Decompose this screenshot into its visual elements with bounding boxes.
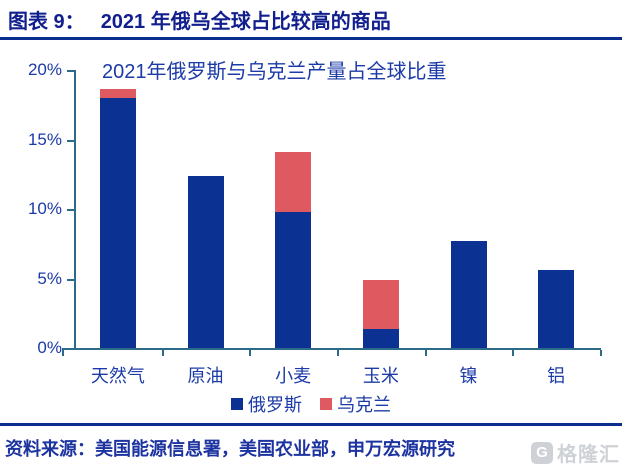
bar-segment-俄罗斯-原油 [187,175,224,348]
x-axis-tick [161,350,164,356]
header-divider [0,37,622,40]
x-axis-tick [512,350,515,356]
x-category-label: 铝 [547,366,566,386]
footer-divider [0,423,622,426]
figure-header: 图表 9： 2021 年俄乌全球占比较高的商品 [8,5,391,34]
y-axis-tick [67,70,74,72]
x-axis-tick [337,350,339,356]
bar-chart: 2021年俄罗斯与乌克兰产量占全球比重 0% 5% 10% 15% 20% 天然气 原油 小麦… [0,60,622,417]
y-axis-line [74,70,76,350]
bar-segment-俄罗斯-天然气 [99,97,136,348]
legend-swatch-icon [231,398,243,410]
x-axis-line [62,348,601,350]
y-tick-label: 10% [27,199,62,218]
bar-segment-俄罗斯-玉米 [362,328,399,348]
x-category-label: 镍 [459,366,478,386]
bar-segment-俄罗斯-铝 [538,270,575,348]
y-axis-tick [67,209,74,211]
source-note: 资料来源：美国能源信息署，美国农业部，申万宏源研究 [5,439,455,459]
legend-item-俄罗斯: 俄罗斯 [231,391,302,417]
bar-segment-乌克兰-玉米 [362,279,399,329]
y-axis-tick [67,278,74,281]
chart-legend: 俄罗斯 乌克兰 [0,391,622,417]
y-tick-label: 20% [27,60,62,79]
bar-segment-乌克兰-天然气 [99,89,136,98]
legend-label: 乌克兰 [337,395,391,415]
x-axis-tick [62,350,64,356]
gelonghui-watermark: G 格隆汇 [531,438,620,467]
bar-segment-乌克兰-小麦 [275,152,312,212]
y-tick-label: 15% [27,129,62,149]
chart-title: 2021年俄罗斯与乌克兰产量占全球比重 [102,61,447,83]
gelonghui-logo-icon: G [531,441,553,464]
gelonghui-logo-text: 格隆汇 [557,444,620,466]
y-axis-tick [67,139,74,142]
x-category-label: 小麦 [275,366,312,386]
x-axis-tick [600,350,602,356]
y-tick-label: 0% [37,338,62,357]
legend-item-乌克兰: 乌克兰 [320,391,391,417]
x-axis-tick [249,350,252,356]
bar-segment-俄罗斯-小麦 [275,211,312,348]
bar-segment-俄罗斯-镍 [450,240,487,348]
y-tick-label: 5% [37,268,62,288]
legend-label: 俄罗斯 [248,395,302,415]
legend-swatch-icon [320,398,332,410]
x-axis-tick [424,350,427,356]
x-category-label: 原油 [187,366,224,386]
x-category-label: 天然气 [90,366,145,386]
x-category-label: 玉米 [362,366,399,386]
figure-title: 2021 年俄乌全球占比较高的商品 [100,11,391,33]
figure-number-label: 图表 9： [8,11,85,33]
